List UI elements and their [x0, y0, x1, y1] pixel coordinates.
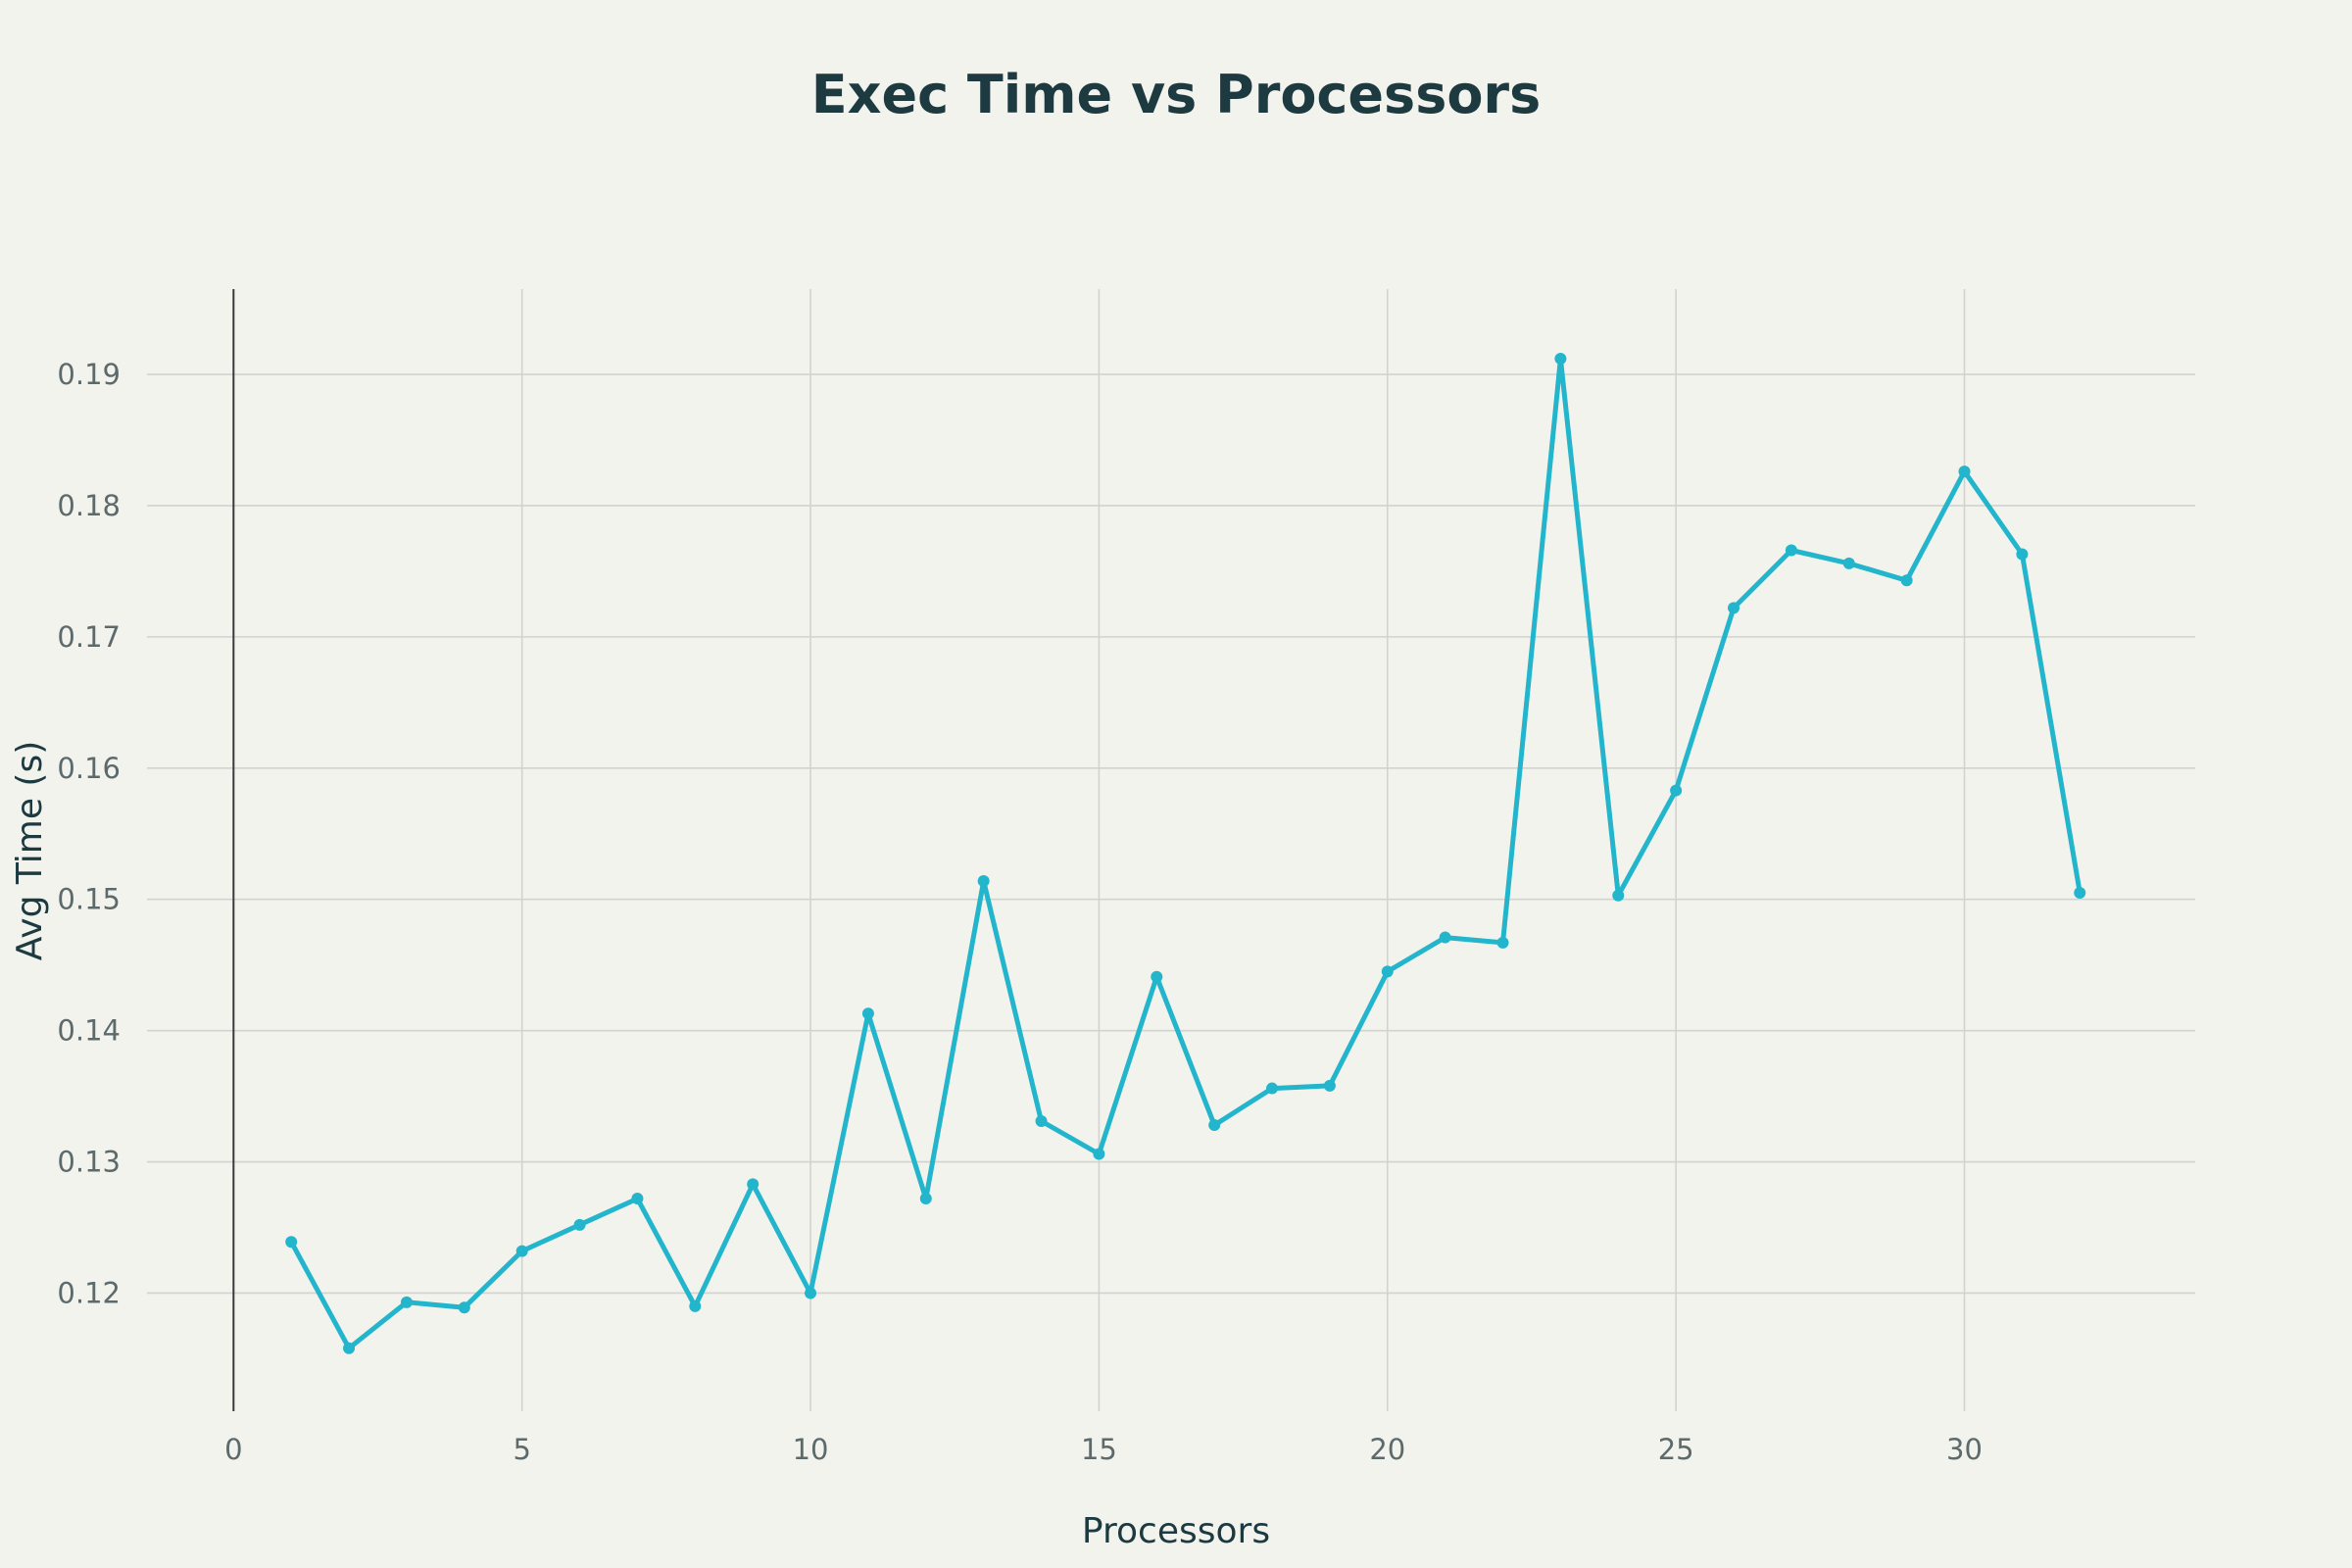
data-point[interactable] [573, 1218, 586, 1231]
y-tick-label: 0.13 [57, 1146, 121, 1179]
data-point[interactable] [1842, 557, 1855, 569]
data-point[interactable] [515, 1245, 528, 1257]
data-point[interactable] [2016, 548, 2029, 561]
data-point[interactable] [861, 1007, 874, 1020]
data-point[interactable] [1496, 936, 1509, 949]
data-point[interactable] [1266, 1082, 1279, 1095]
y-tick-label: 0.12 [57, 1276, 121, 1309]
data-point[interactable] [689, 1299, 702, 1312]
data-point[interactable] [1093, 1148, 1105, 1160]
y-tick-label: 0.16 [57, 752, 121, 785]
data-point[interactable] [1728, 602, 1740, 614]
data-point[interactable] [458, 1301, 470, 1314]
x-tick-label: 0 [224, 1433, 242, 1466]
data-point[interactable] [1151, 970, 1163, 983]
data-point[interactable] [977, 874, 990, 887]
data-point[interactable] [1381, 965, 1394, 978]
grid-layer [147, 289, 2195, 1411]
data-point[interactable] [805, 1287, 817, 1299]
series-line [288, 356, 2082, 1351]
y-tick-label: 0.17 [57, 620, 121, 654]
data-point[interactable] [1208, 1119, 1221, 1132]
data-point[interactable] [343, 1342, 356, 1354]
data-point[interactable] [2074, 887, 2086, 900]
y-tick-label: 0.14 [57, 1014, 121, 1048]
chart-title: Exec Time vs Processors [811, 64, 1541, 125]
data-point[interactable] [919, 1193, 932, 1205]
data-point[interactable] [1035, 1115, 1048, 1128]
data-point[interactable] [631, 1193, 644, 1205]
data-point[interactable] [1958, 466, 1971, 478]
data-point[interactable] [1554, 352, 1567, 365]
x-tick-label: 25 [1658, 1433, 1694, 1466]
y-axis-label: Avg Time (s) [10, 741, 50, 961]
y-tick-label: 0.19 [57, 358, 121, 391]
y-tick-label: 0.18 [57, 489, 121, 522]
data-point[interactable] [1612, 889, 1625, 902]
data-point[interactable] [747, 1178, 760, 1191]
x-tick-label: 10 [793, 1433, 829, 1466]
data-point[interactable] [1785, 544, 1797, 557]
x-tick-label: 20 [1369, 1433, 1405, 1466]
series-layer [285, 352, 2086, 1354]
data-point[interactable] [1439, 931, 1451, 944]
x-tick-label: 15 [1081, 1433, 1117, 1466]
x-tick-label: 5 [513, 1433, 530, 1466]
data-point[interactable] [1670, 784, 1683, 797]
x-tick-label: 30 [1946, 1433, 1983, 1466]
data-point[interactable] [1900, 574, 1913, 587]
data-point[interactable] [285, 1236, 298, 1249]
y-tick-label: 0.15 [57, 883, 121, 916]
data-point[interactable] [400, 1296, 413, 1308]
x-axis-label: Processors [1082, 1511, 1270, 1551]
data-point[interactable] [1323, 1079, 1336, 1092]
axis-layer: 0 5 10 15 20 25 30 0.12 0.13 0.14 0.15 0.16 0.17 0.18… [57, 289, 1983, 1466]
